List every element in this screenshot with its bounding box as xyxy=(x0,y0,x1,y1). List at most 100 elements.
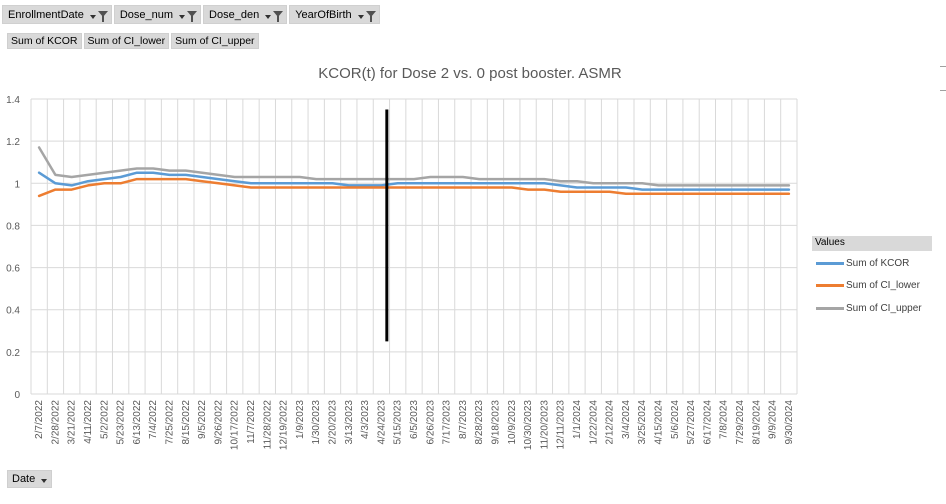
value-field-ci-upper-button[interactable]: Sum of CI_upper xyxy=(171,33,259,49)
axis-field-date-button[interactable]: Date xyxy=(7,470,53,488)
x-tick-label: 2/7/2022 xyxy=(34,400,45,439)
x-tick-label: 8/19/2024 xyxy=(751,400,762,445)
x-tick-label: 7/29/2024 xyxy=(735,400,746,445)
x-tick-label: 2/28/2022 xyxy=(50,400,61,445)
x-tick-label: 11/20/2023 xyxy=(539,400,550,450)
x-tick-label: 1/1/2024 xyxy=(572,400,583,439)
value-field-kcor-button[interactable]: Sum of KCOR xyxy=(7,33,82,49)
x-tick-label: 9/18/2023 xyxy=(490,400,501,445)
filter-label: EnrollmentDate xyxy=(8,8,84,21)
legend-label: Sum of CI_lower xyxy=(846,280,920,291)
y-tick-label: 1.2 xyxy=(6,137,20,148)
y-tick-label: 1 xyxy=(14,179,20,190)
legend-title[interactable]: Values xyxy=(812,236,932,251)
x-axis-tick-labels: 2/7/2022 2/28/2022 3/21/2022 4/11/2022 5/2/2… xyxy=(34,400,795,450)
x-tick-label: 5/27/2024 xyxy=(686,400,697,445)
x-tick-label: 3/25/2024 xyxy=(637,400,648,445)
x-tick-label: 4/3/2023 xyxy=(360,400,371,439)
legend-swatch xyxy=(816,284,844,287)
y-tick-label: 1.4 xyxy=(6,95,20,106)
x-tick-label: 7/17/2023 xyxy=(442,400,453,445)
x-tick-label: 9/26/2022 xyxy=(213,400,224,445)
x-tick-label: 9/9/2024 xyxy=(768,400,779,439)
x-tick-label: 6/17/2024 xyxy=(702,400,713,445)
x-tick-label: 2/12/2024 xyxy=(605,400,616,445)
x-tick-label: 11/28/2022 xyxy=(262,400,273,450)
x-tick-label: 7/25/2022 xyxy=(165,400,176,445)
filter-dose-num-button[interactable]: Dose_num xyxy=(113,5,202,24)
x-tick-label: 5/2/2022 xyxy=(99,400,110,439)
x-tick-label: 11/7/2022 xyxy=(246,400,257,444)
legend-label: Sum of CI_upper xyxy=(846,303,922,314)
x-tick-label: 10/17/2022 xyxy=(230,400,241,450)
series-line-kcor xyxy=(37,171,791,191)
filter-funnel-icon xyxy=(97,10,108,22)
series-line-ci-lower xyxy=(37,177,791,198)
x-tick-label: 3/13/2023 xyxy=(344,400,355,445)
series-line-ci-upper xyxy=(37,146,791,187)
legend-swatch xyxy=(816,262,844,265)
x-tick-label: 1/22/2024 xyxy=(588,400,599,445)
chart-title: KCOR(t) for Dose 2 vs. 0 post booster. A… xyxy=(318,65,622,82)
legend-item-kcor[interactable]: Sum of KCOR xyxy=(816,258,909,269)
value-field-ci-lower-button[interactable]: Sum of CI_lower xyxy=(83,33,170,49)
x-tick-label: 9/30/2024 xyxy=(784,400,795,445)
x-tick-label: 8/28/2023 xyxy=(474,400,485,445)
chart-series xyxy=(37,146,791,198)
legend-swatch xyxy=(816,307,844,310)
legend-item-ci-upper[interactable]: Sum of CI_upper xyxy=(816,303,922,314)
sheet-edge-tick xyxy=(940,66,946,67)
x-tick-label: 10/9/2023 xyxy=(507,400,518,445)
filter-funnel-icon xyxy=(187,10,198,22)
dropdown-arrow-icon xyxy=(179,14,186,19)
x-tick-label: 12/11/2023 xyxy=(556,400,567,450)
chart-gridlines xyxy=(30,98,798,395)
dropdown-arrow-icon xyxy=(357,14,364,19)
report-filter-bar: EnrollmentDate Dose_num Dose_den YearOfB… xyxy=(2,5,380,24)
sheet-edge-tick xyxy=(940,90,946,91)
x-tick-label: 5/15/2023 xyxy=(393,400,404,445)
y-tick-label: 0.2 xyxy=(6,348,20,359)
x-tick-label: 6/26/2023 xyxy=(425,400,436,445)
filter-label: YearOfBirth xyxy=(295,8,352,21)
y-tick-label: 0.4 xyxy=(6,306,20,317)
x-tick-label: 9/5/2022 xyxy=(197,400,208,439)
x-tick-label: 4/15/2024 xyxy=(653,400,664,445)
y-tick-label: 0.8 xyxy=(6,221,20,232)
dropdown-arrow-icon xyxy=(89,14,96,19)
x-tick-label: 1/9/2023 xyxy=(295,400,306,439)
x-tick-label: 4/24/2023 xyxy=(376,400,387,445)
filter-label: Dose_den xyxy=(209,8,260,21)
y-axis-tick-labels: 0 0.2 0.4 0.6 0.8 1 1.2 1.4 xyxy=(6,95,20,401)
x-tick-label: 6/5/2023 xyxy=(409,400,420,439)
value-fields-bar: Sum of KCOR Sum of CI_lower Sum of CI_up… xyxy=(7,33,259,49)
x-tick-label: 5/23/2022 xyxy=(116,400,127,445)
x-tick-label: 4/11/2022 xyxy=(83,400,94,444)
x-tick-label: 7/4/2022 xyxy=(148,400,159,439)
dropdown-arrow-icon xyxy=(41,479,48,483)
dropdown-arrow-icon xyxy=(265,14,272,19)
x-tick-label: 6/13/2022 xyxy=(132,400,143,445)
x-tick-label: 3/4/2024 xyxy=(621,400,632,439)
x-tick-label: 3/21/2022 xyxy=(67,400,78,445)
y-tick-label: 0.6 xyxy=(6,264,20,275)
filter-funnel-icon xyxy=(365,10,376,22)
filter-funnel-icon xyxy=(273,10,284,22)
filter-enrollmentdate-button[interactable]: EnrollmentDate xyxy=(2,5,112,24)
y-tick-label: 0 xyxy=(14,390,20,401)
filter-yearofbirth-button[interactable]: YearOfBirth xyxy=(289,5,380,24)
x-tick-label: 8/7/2023 xyxy=(458,400,469,439)
legend-item-ci-lower[interactable]: Sum of CI_lower xyxy=(816,280,920,291)
x-tick-label: 5/6/2024 xyxy=(670,400,681,439)
x-tick-label: 2/20/2023 xyxy=(328,400,339,445)
x-tick-label: 1/30/2023 xyxy=(311,400,322,445)
x-tick-label: 12/19/2022 xyxy=(279,400,290,450)
filter-label: Dose_num xyxy=(119,8,174,21)
x-tick-label: 10/30/2023 xyxy=(523,400,534,450)
x-tick-label: 8/15/2022 xyxy=(181,400,192,445)
filter-dose-den-button[interactable]: Dose_den xyxy=(203,5,288,24)
axis-field-label: Date xyxy=(12,473,36,485)
x-tick-label: 7/8/2024 xyxy=(719,400,730,439)
legend-label: Sum of KCOR xyxy=(846,258,910,269)
